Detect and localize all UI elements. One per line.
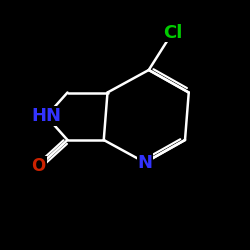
Text: HN: HN xyxy=(31,107,61,125)
Text: O: O xyxy=(32,157,46,175)
Text: N: N xyxy=(138,154,152,172)
Text: Cl: Cl xyxy=(163,24,182,42)
